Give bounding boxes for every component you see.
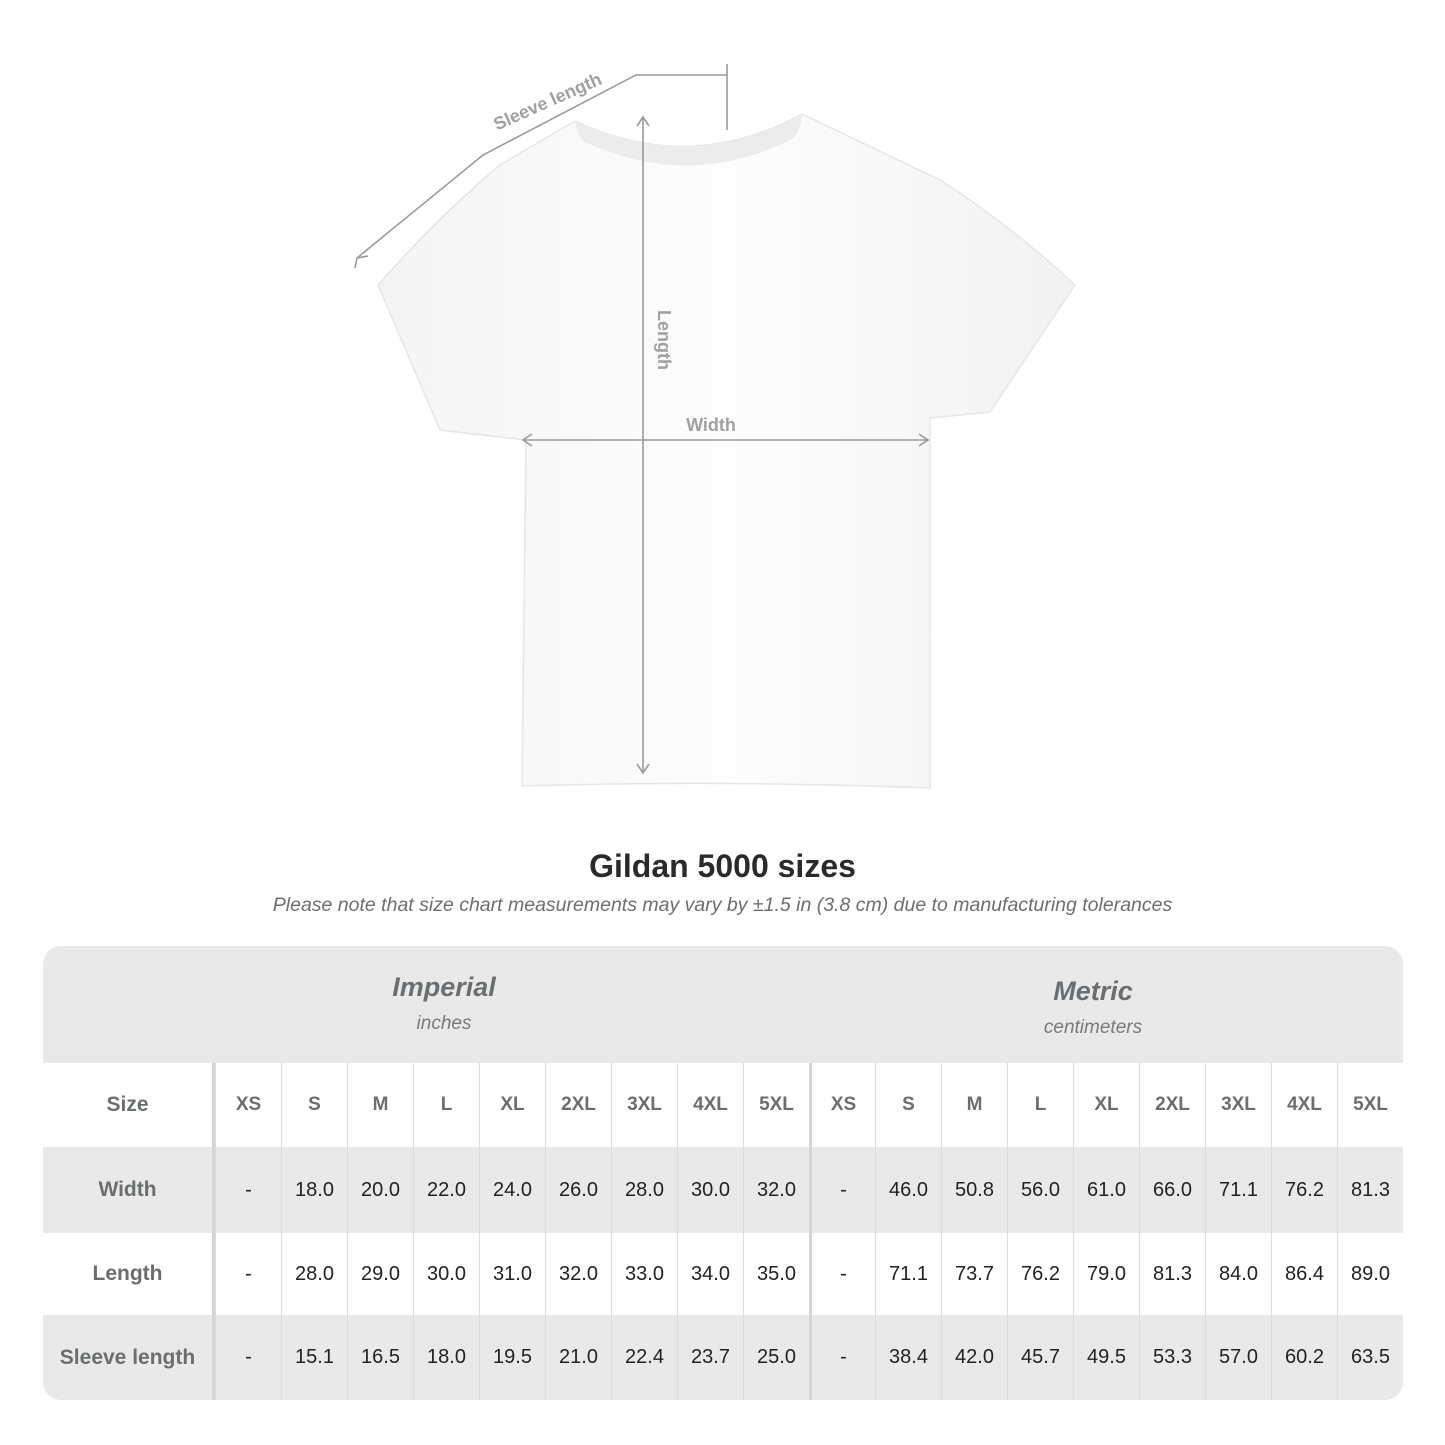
table-cell: 30.0 [413, 1233, 479, 1315]
metric-unit: centimeters [1043, 1017, 1143, 1038]
table-cell: - [809, 1233, 875, 1315]
table-cell: 22.0 [413, 1147, 479, 1233]
table-cell: 42.0 [941, 1315, 1007, 1400]
table-cell: 76.2 [1271, 1147, 1337, 1233]
size-header-cell: 3XL [611, 1063, 677, 1147]
table-cell: 84.0 [1205, 1233, 1271, 1315]
size-header-cell: 2XL [1139, 1063, 1205, 1147]
imperial-header: Imperial inches [244, 972, 644, 1035]
table-cell: - [215, 1315, 281, 1400]
size-header-cell: 5XL [1337, 1063, 1403, 1147]
table-cell: 56.0 [1007, 1147, 1073, 1233]
size-header-cell: M [941, 1063, 1007, 1147]
table-cell: 18.0 [281, 1147, 347, 1233]
table-cell: 86.4 [1271, 1233, 1337, 1315]
tshirt-diagram: Sleeve length Length Width [354, 64, 1076, 789]
size-header-cell: L [413, 1063, 479, 1147]
table-cell: - [215, 1233, 281, 1315]
table-cell: 15.1 [281, 1315, 347, 1400]
size-header-cell: XS [809, 1063, 875, 1147]
table-cell: 38.4 [875, 1315, 941, 1400]
table-cell: - [809, 1315, 875, 1400]
tolerance-note: Please note that size chart measurements… [272, 894, 1173, 916]
table-cell: 23.7 [677, 1315, 743, 1400]
table-cell: 76.2 [1007, 1233, 1073, 1315]
table-cell: 28.0 [611, 1147, 677, 1233]
imperial-unit: inches [416, 1013, 472, 1034]
row-label: Length [43, 1233, 215, 1315]
size-header-cell: S [281, 1063, 347, 1147]
table-cell: 29.0 [347, 1233, 413, 1315]
table-cell: 22.4 [611, 1315, 677, 1400]
width-label: Width [686, 415, 736, 435]
table-cell: 81.3 [1337, 1147, 1403, 1233]
table-cell: 49.5 [1073, 1315, 1139, 1400]
table-cell: 28.0 [281, 1233, 347, 1315]
metric-header: Metric centimeters [893, 976, 1293, 1039]
size-table: Imperial inches Metric centimeters Size X… [43, 946, 1403, 1400]
table-cell: 32.0 [743, 1147, 809, 1233]
table-cell: 50.8 [941, 1147, 1007, 1233]
table-cell: 60.2 [1271, 1315, 1337, 1400]
table-cell: 71.1 [875, 1233, 941, 1315]
table-cell: 35.0 [743, 1233, 809, 1315]
sleeve-measure-line [356, 74, 727, 259]
size-header-cell: 4XL [677, 1063, 743, 1147]
table-cell: - [215, 1147, 281, 1233]
table-cell: 61.0 [1073, 1147, 1139, 1233]
table-row: Sleeve length -15.1 16.5 18.0 19.5 21.0 22.4 23… [43, 1315, 1403, 1400]
table-cell: - [809, 1147, 875, 1233]
unit-header: Imperial inches Metric centimeters [43, 946, 1403, 1063]
size-header-cell: 4XL [1271, 1063, 1337, 1147]
table-row: Length -28.0 29.0 30.0 31.0 32.0 33.0 34.0 35.0-… [43, 1233, 1403, 1315]
collar [575, 114, 802, 166]
table-cell: 46.0 [875, 1147, 941, 1233]
table-cell: 71.1 [1205, 1147, 1271, 1233]
size-header-cell: XL [479, 1063, 545, 1147]
size-header-cell: 5XL [743, 1063, 809, 1147]
size-header-row: Size XS S M L XL 2XL 3XL 4XL 5XL XS S M L XL 2XL 3XL 4XL 5… [43, 1063, 1403, 1147]
table-cell: 63.5 [1337, 1315, 1403, 1400]
size-header-cell: L [1007, 1063, 1073, 1147]
table-cell: 24.0 [479, 1147, 545, 1233]
table-cell: 66.0 [1139, 1147, 1205, 1233]
size-header-cell: XS [215, 1063, 281, 1147]
table-cell: 33.0 [611, 1233, 677, 1315]
row-label: Width [43, 1147, 215, 1233]
table-cell: 57.0 [1205, 1315, 1271, 1400]
table-cell: 25.0 [743, 1315, 809, 1400]
table-cell: 21.0 [545, 1315, 611, 1400]
table-cell: 79.0 [1073, 1233, 1139, 1315]
tshirt-shape [377, 113, 1076, 789]
table-cell: 45.7 [1007, 1315, 1073, 1400]
table-cell: 81.3 [1139, 1233, 1205, 1315]
length-label: Length [654, 310, 674, 370]
size-header-cell: 2XL [545, 1063, 611, 1147]
table-cell: 34.0 [677, 1233, 743, 1315]
table-cell: 26.0 [545, 1147, 611, 1233]
size-header-cell: M [347, 1063, 413, 1147]
row-label: Size [43, 1063, 215, 1147]
table-cell: 53.3 [1139, 1315, 1205, 1400]
sleeve-arrow [354, 255, 369, 269]
size-header-cell: XL [1073, 1063, 1139, 1147]
table-cell: 32.0 [545, 1233, 611, 1315]
table-cell: 30.0 [677, 1147, 743, 1233]
sleeve-length-label: Sleeve length [490, 69, 604, 134]
table-cell: 16.5 [347, 1315, 413, 1400]
imperial-title: Imperial [392, 972, 496, 1002]
row-label: Sleeve length [43, 1315, 215, 1400]
metric-title: Metric [1053, 976, 1133, 1006]
size-header-cell: S [875, 1063, 941, 1147]
table-cell: 31.0 [479, 1233, 545, 1315]
table-cell: 20.0 [347, 1147, 413, 1233]
size-header-cell: 3XL [1205, 1063, 1271, 1147]
chart-title: Gildan 5000 sizes [589, 848, 856, 884]
table-row: Width -18.0 20.0 22.0 24.0 26.0 28.0 30.0 32.0-4… [43, 1147, 1403, 1233]
table-cell: 18.0 [413, 1315, 479, 1400]
table-cell: 89.0 [1337, 1233, 1403, 1315]
table-cell: 19.5 [479, 1315, 545, 1400]
table-cell: 73.7 [941, 1233, 1007, 1315]
